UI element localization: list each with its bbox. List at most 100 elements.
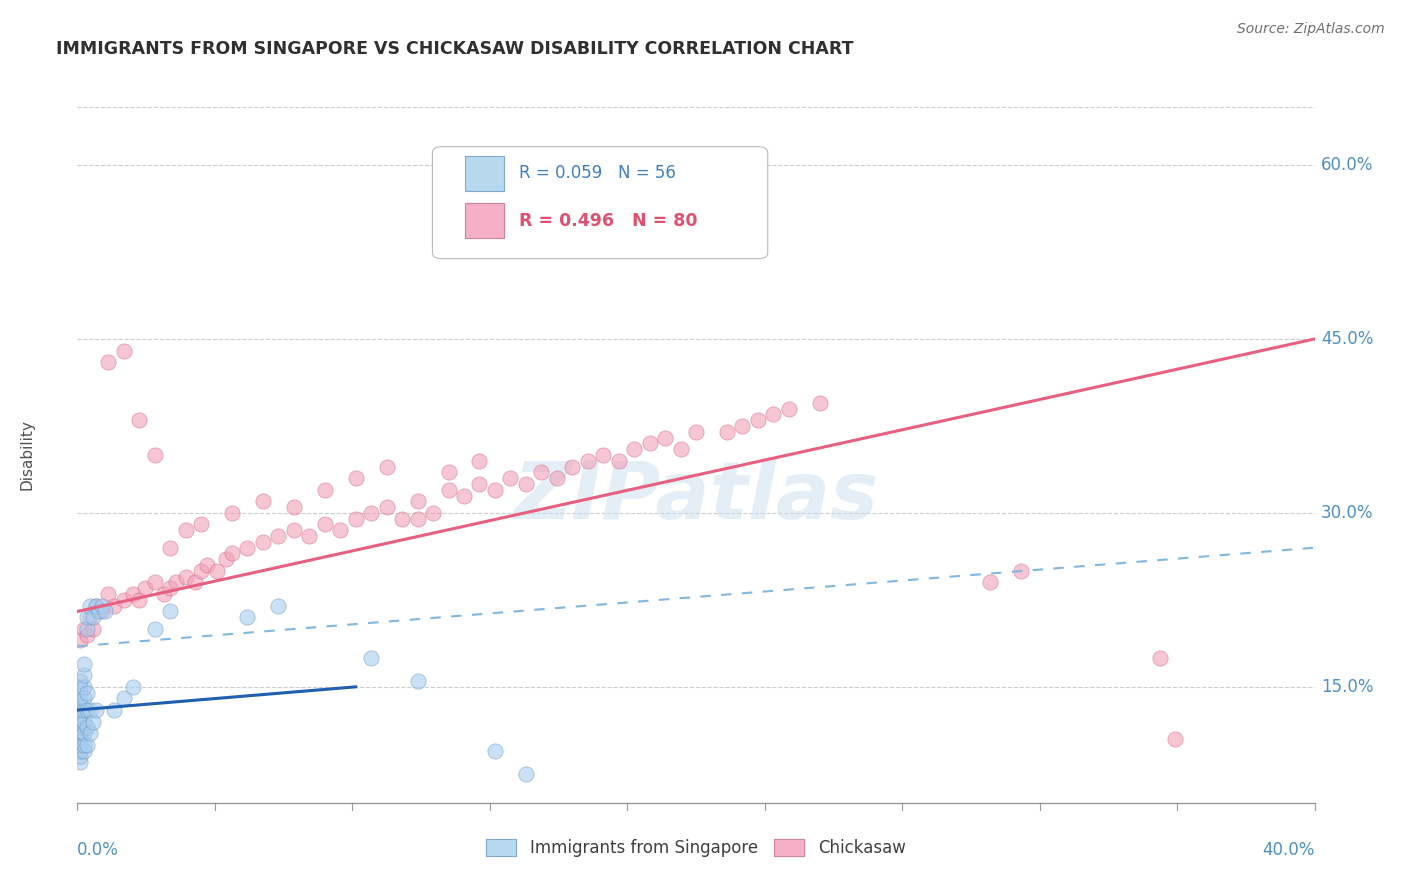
Text: 45.0%: 45.0% (1320, 330, 1374, 348)
Text: Source: ZipAtlas.com: Source: ZipAtlas.com (1237, 22, 1385, 37)
Point (515, 766, 537, 781)
Point (103, 703, 125, 717)
Point (1010, 564, 1032, 578)
Point (82, 714, 104, 729)
Point (314, 483, 336, 497)
Point (69, 731, 91, 746)
Bar (464, 203, 505, 238)
Point (76, 610, 98, 624)
Point (79, 726, 101, 740)
Point (329, 523, 352, 537)
Point (72, 668, 94, 682)
Point (122, 587, 145, 601)
Point (391, 511, 413, 525)
Point (72, 726, 94, 740)
Point (252, 494, 274, 508)
Point (468, 453, 491, 467)
Point (1149, 651, 1171, 665)
Point (576, 453, 599, 467)
Point (91, 599, 114, 613)
Point (128, 413, 150, 427)
Point (69, 723, 91, 738)
Point (283, 500, 305, 514)
Point (69, 738, 91, 752)
Point (716, 425, 738, 439)
Point (298, 529, 321, 543)
Point (69, 633, 91, 648)
Point (190, 517, 212, 532)
Point (422, 506, 444, 520)
Text: 30.0%: 30.0% (1320, 504, 1374, 522)
FancyBboxPatch shape (433, 146, 768, 259)
Point (252, 534, 274, 549)
Point (406, 511, 429, 525)
Point (360, 651, 382, 665)
Point (87, 605, 110, 619)
Point (174, 523, 197, 537)
Point (69, 708, 91, 723)
Point (184, 575, 207, 590)
Point (69, 680, 91, 694)
Point (69, 685, 91, 699)
Point (808, 395, 831, 409)
Point (97, 587, 120, 601)
Point (72, 691, 94, 706)
Point (76, 738, 98, 752)
Point (69, 698, 91, 712)
Point (69, 755, 91, 769)
Point (638, 436, 661, 450)
Point (205, 564, 228, 578)
Text: 0.0%: 0.0% (77, 841, 120, 859)
Point (437, 483, 460, 497)
Point (112, 592, 135, 607)
Point (69, 691, 91, 706)
Point (731, 418, 754, 433)
Text: 60.0%: 60.0% (1320, 156, 1374, 174)
Point (69, 744, 91, 758)
Point (69, 714, 91, 729)
Point (82, 622, 104, 636)
Point (69, 749, 91, 764)
Point (607, 453, 630, 467)
Point (72, 703, 94, 717)
Point (546, 471, 568, 485)
Point (72, 680, 94, 694)
Point (499, 471, 522, 485)
Point (1164, 731, 1187, 746)
Point (221, 546, 243, 561)
Point (267, 599, 290, 613)
Point (174, 570, 197, 584)
Point (143, 448, 166, 462)
Point (437, 466, 460, 480)
Point (654, 430, 676, 444)
Point (267, 529, 290, 543)
Point (159, 541, 181, 555)
Point (97, 355, 120, 369)
Legend: Immigrants from Singapore, Chickasaw: Immigrants from Singapore, Chickasaw (479, 832, 912, 864)
Point (122, 680, 145, 694)
Point (215, 552, 238, 566)
Point (762, 407, 785, 421)
Point (778, 401, 800, 416)
Point (314, 517, 336, 532)
Point (79, 599, 101, 613)
Point (94, 605, 117, 619)
Bar (464, 156, 505, 191)
Text: 40.0%: 40.0% (1263, 841, 1315, 859)
Point (84, 599, 107, 613)
Point (195, 558, 218, 573)
Point (153, 587, 176, 601)
Point (453, 489, 475, 503)
Text: 15.0%: 15.0% (1320, 678, 1374, 696)
Point (623, 442, 645, 456)
Point (72, 744, 94, 758)
Point (159, 605, 181, 619)
Point (76, 721, 98, 735)
Point (84, 599, 107, 613)
Point (685, 425, 707, 439)
Point (406, 674, 429, 689)
Point (79, 610, 101, 624)
Point (134, 582, 156, 596)
Point (79, 703, 101, 717)
Text: IMMIGRANTS FROM SINGAPORE VS CHICKASAW DISABILITY CORRELATION CHART: IMMIGRANTS FROM SINGAPORE VS CHICKASAW D… (56, 40, 853, 58)
